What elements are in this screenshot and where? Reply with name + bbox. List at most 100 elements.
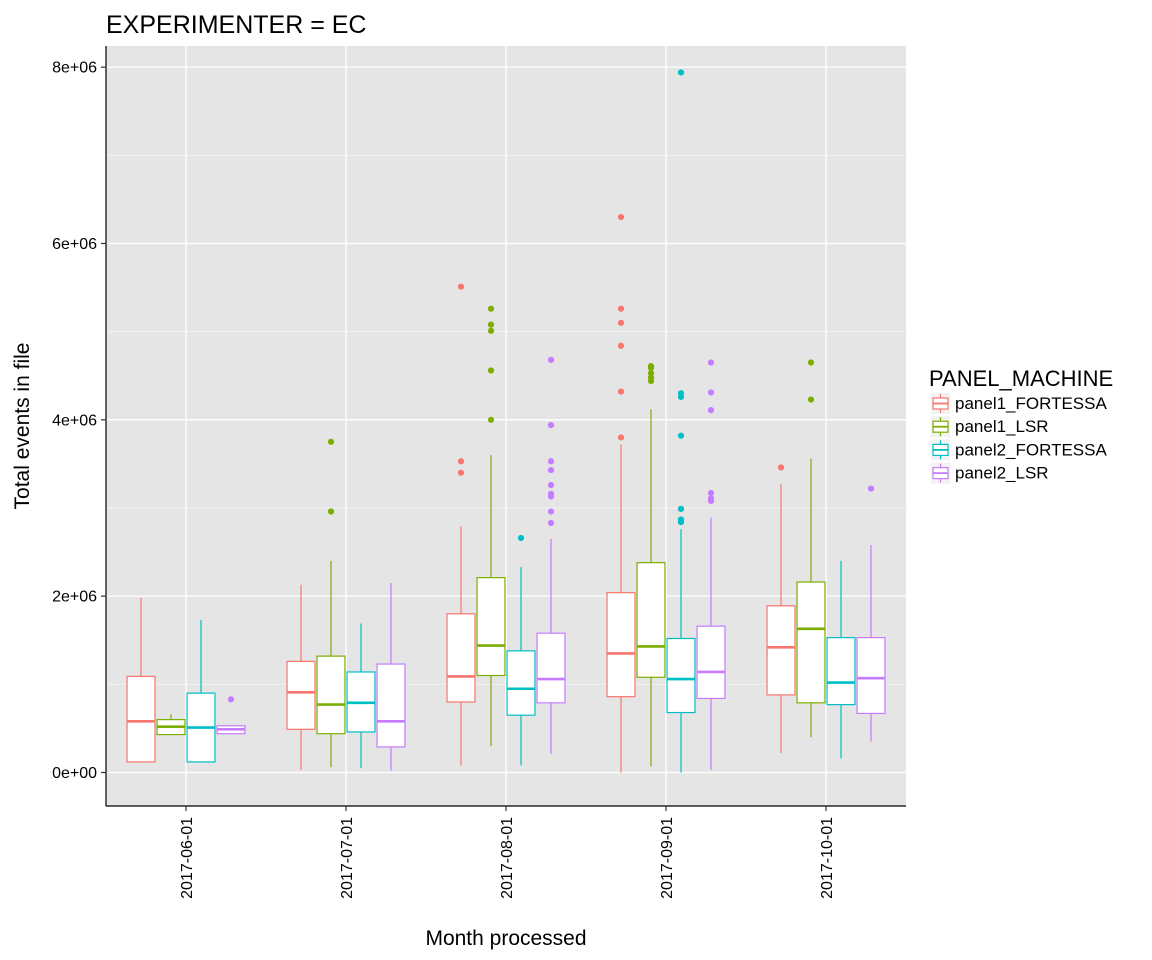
- box-panel2_FORTESSA-2017-10-01: [826, 560, 856, 759]
- outlier-point: [647, 374, 655, 381]
- outlier-point: [547, 481, 555, 489]
- box: [126, 675, 156, 763]
- outlier-point: [547, 508, 555, 515]
- outlier-point: [327, 438, 335, 445]
- box-panel2_FORTESSA-2017-07-01: [346, 623, 376, 769]
- legend-label: panel2_FORTESSA: [955, 440, 1107, 459]
- outlier-point: [677, 432, 685, 439]
- box-panel2_LSR-2017-06-01: [216, 696, 246, 735]
- outlier-point: [807, 396, 815, 403]
- y-tick-label: 4e+06: [52, 412, 97, 429]
- outlier-point: [547, 490, 555, 497]
- y-tick-labels: 0e+00 2e+06 4e+06 6e+06 8e+06: [52, 60, 97, 782]
- box: [606, 592, 636, 698]
- legend-item-panel2_LSR: panel2_LSR: [931, 462, 1049, 484]
- outlier-point: [487, 305, 495, 312]
- series-panel2_FORTESSA: [186, 69, 856, 773]
- major-gridlines: [106, 46, 906, 806]
- outlier-point: [517, 534, 525, 542]
- outlier-point: [227, 696, 235, 703]
- x-tick-label: 2017-09-01: [659, 817, 676, 899]
- box-panel1_LSR-2017-07-01: [316, 438, 346, 768]
- box-panel2_FORTESSA-2017-06-01: [186, 619, 216, 763]
- box: [506, 650, 536, 716]
- outlier-point: [457, 458, 465, 465]
- outlier-point: [547, 422, 555, 429]
- series-panel2_LSR: [216, 356, 886, 771]
- box-panel2_LSR-2017-08-01: [536, 356, 566, 754]
- outlier-point: [617, 213, 625, 221]
- outlier-point: [617, 342, 625, 349]
- outlier-point: [617, 434, 625, 441]
- outlier-point: [617, 319, 625, 326]
- x-axis-title: Month processed: [425, 927, 586, 950]
- outlier-point: [547, 458, 555, 465]
- box-panel2_FORTESSA-2017-09-01: [666, 69, 696, 773]
- x-tick-label: 2017-08-01: [499, 817, 516, 899]
- box-panel2_LSR-2017-07-01: [376, 582, 406, 771]
- box: [636, 562, 666, 678]
- y-axis-title: Total events in file: [11, 343, 34, 510]
- box-panel2_LSR-2017-10-01: [856, 485, 886, 742]
- box: [796, 581, 826, 704]
- outlier-point: [677, 390, 685, 397]
- outlier-point: [867, 485, 875, 492]
- outlier-point: [807, 359, 815, 366]
- box: [766, 605, 796, 696]
- box-panel2_LSR-2017-09-01: [696, 359, 726, 770]
- box-panel1_LSR-2017-09-01: [636, 362, 666, 767]
- outlier-point: [547, 356, 555, 363]
- legend-title: PANEL_MACHINE: [929, 366, 1113, 391]
- outlier-point: [617, 305, 625, 312]
- chart-title: EXPERIMENTER = EC: [106, 11, 366, 39]
- outlier-point: [547, 466, 555, 474]
- y-tick-label: 0e+00: [52, 765, 97, 782]
- outlier-point: [707, 489, 715, 497]
- box: [446, 613, 476, 703]
- series-panel1_LSR: [156, 305, 826, 768]
- y-tick-label: 8e+06: [52, 60, 97, 77]
- legend-label: panel1_LSR: [955, 417, 1049, 436]
- outlier-point: [327, 508, 335, 515]
- box: [286, 660, 316, 730]
- box-panel1_FORTESSA-2017-07-01: [286, 584, 316, 770]
- legend-label: panel2_LSR: [955, 464, 1049, 483]
- outlier-point: [707, 389, 715, 396]
- box-panel1_FORTESSA-2017-09-01: [606, 213, 636, 773]
- box: [476, 577, 506, 677]
- legend-item-panel1_FORTESSA: panel1_FORTESSA: [931, 393, 1107, 414]
- box-panel1_FORTESSA-2017-08-01: [446, 283, 476, 766]
- outlier-point: [547, 519, 555, 527]
- outlier-point: [487, 416, 495, 423]
- outlier-point: [707, 407, 715, 414]
- legend-item-panel1_LSR: panel1_LSR: [931, 416, 1049, 438]
- y-tick-label: 6e+06: [52, 236, 97, 253]
- box: [826, 637, 856, 706]
- legend-item-panel2_FORTESSA: panel2_FORTESSA: [931, 439, 1107, 461]
- x-tick-label: 2017-07-01: [339, 817, 356, 899]
- box-panel1_LSR-2017-06-01: [156, 714, 186, 736]
- box: [316, 655, 346, 735]
- outlier-point: [707, 359, 715, 366]
- outlier-point: [647, 369, 655, 377]
- box: [666, 637, 696, 714]
- outlier-point: [647, 362, 655, 370]
- box: [856, 637, 886, 715]
- series-panel1_FORTESSA: [126, 213, 796, 773]
- x-tick-labels: 2017-06-01 2017-07-01 2017-08-01 2017-09-01…: [179, 817, 836, 899]
- outlier-point: [677, 505, 685, 512]
- outlier-point: [457, 283, 465, 290]
- outlier-point: [707, 495, 715, 502]
- outlier-point: [487, 321, 495, 328]
- outlier-point: [677, 516, 685, 523]
- axes: [101, 46, 906, 811]
- box-panel1_LSR-2017-08-01: [476, 305, 506, 747]
- y-tick-label: 2e+06: [52, 589, 97, 606]
- legend: PANEL_MACHINE panel1_FORTESSA panel1_LSRp…: [929, 366, 1113, 484]
- x-tick-label: 2017-06-01: [179, 817, 196, 899]
- outlier-point: [457, 469, 465, 476]
- box-panel1_FORTESSA-2017-10-01: [766, 464, 796, 754]
- box: [536, 632, 566, 704]
- outlier-point: [487, 367, 495, 374]
